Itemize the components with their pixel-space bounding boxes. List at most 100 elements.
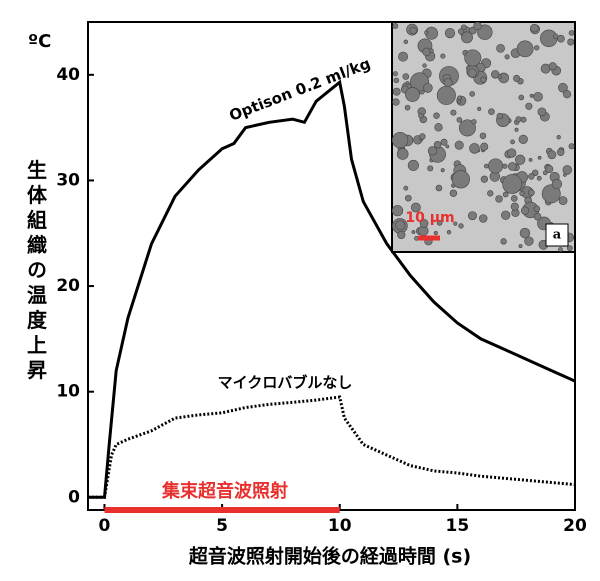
annotation-label: 集束超音波照射 (161, 480, 288, 502)
bubble (434, 123, 443, 132)
bubble (393, 77, 400, 84)
bubble (422, 63, 427, 68)
bubble (457, 99, 462, 104)
bubble (551, 178, 563, 190)
bubble (424, 30, 429, 35)
bubble (403, 185, 409, 191)
bubble (402, 73, 410, 80)
bubble (443, 78, 453, 88)
bubble (480, 175, 488, 183)
bubble (392, 87, 401, 96)
bubble (407, 159, 419, 171)
bubble (515, 116, 522, 123)
bubble (398, 51, 409, 62)
bubble (433, 230, 438, 236)
bubble (507, 148, 517, 158)
bubble (396, 148, 409, 160)
bubble (487, 190, 494, 197)
y-unit: ºC (28, 31, 51, 52)
bubble (532, 169, 539, 177)
bubble (451, 170, 470, 189)
bubble (471, 119, 477, 125)
y-tick-label: 20 (56, 276, 80, 296)
bubble (537, 107, 547, 117)
x-axis-label: 超音波照射開始後の経過時間 (s) (188, 545, 471, 568)
bubble (566, 245, 573, 251)
bubble (414, 236, 419, 241)
bubble (558, 196, 568, 206)
bubble (547, 150, 557, 160)
bubble (500, 238, 507, 245)
bubble (418, 112, 424, 119)
bubble (479, 214, 488, 223)
bubble (510, 139, 515, 145)
bubble (537, 155, 542, 160)
bubble (518, 244, 523, 248)
bubble (568, 30, 575, 36)
bubble (456, 117, 463, 123)
bubble (392, 71, 398, 77)
y-tick-label: 30 (56, 170, 80, 190)
bubble (488, 108, 495, 115)
bubble (477, 24, 493, 40)
bubble (419, 219, 429, 228)
bubble (528, 173, 535, 180)
bubble (457, 95, 463, 101)
x-tick-label: 5 (216, 516, 228, 536)
bubble (548, 62, 557, 71)
bubble (454, 140, 464, 150)
bubble (479, 132, 487, 140)
y-tick-label: 0 (68, 487, 80, 507)
bubble (510, 202, 519, 211)
bubble (530, 23, 539, 33)
bubble (436, 219, 443, 226)
bubble (536, 175, 542, 181)
bubble (533, 91, 543, 102)
bubble (567, 38, 575, 46)
bubble (519, 227, 531, 239)
bubble (477, 106, 482, 111)
bubble (527, 189, 535, 196)
bubble (483, 163, 489, 169)
bubble (467, 68, 477, 78)
bubble (514, 127, 519, 132)
bubble (495, 195, 503, 203)
bubble (461, 31, 473, 44)
bubble (392, 132, 409, 149)
panel-label: a (553, 228, 562, 243)
bubble (504, 54, 510, 60)
bubble (450, 109, 457, 116)
panel-label-box (545, 223, 569, 247)
bubble (458, 223, 464, 229)
bubble (411, 202, 421, 213)
bubble (397, 230, 406, 240)
bubble (435, 184, 443, 192)
y-tick-label: 10 (56, 382, 80, 402)
bubble (558, 82, 568, 93)
bubble (556, 135, 561, 140)
bubble (514, 154, 526, 165)
bubble (502, 163, 508, 169)
bubble (524, 236, 534, 246)
bubble (444, 27, 456, 39)
x-tick-label: 15 (446, 516, 470, 536)
bubble (491, 70, 500, 79)
bubble (458, 28, 465, 35)
line-series (88, 79, 576, 499)
bubble (563, 173, 567, 177)
bubble (502, 191, 509, 198)
bubble (562, 165, 572, 175)
series-label: Optison 0.2 ml/kg (227, 54, 373, 124)
bubble (558, 247, 563, 252)
bubble (433, 141, 442, 149)
bubble (518, 94, 525, 101)
bubble (392, 23, 399, 29)
bubble (419, 133, 426, 140)
bubble (464, 49, 482, 67)
bubble (391, 205, 404, 217)
bubble (427, 165, 434, 172)
bubble (529, 93, 534, 98)
inset: 10 μm a (391, 21, 576, 253)
bubble (568, 143, 575, 150)
bubble (473, 21, 482, 31)
